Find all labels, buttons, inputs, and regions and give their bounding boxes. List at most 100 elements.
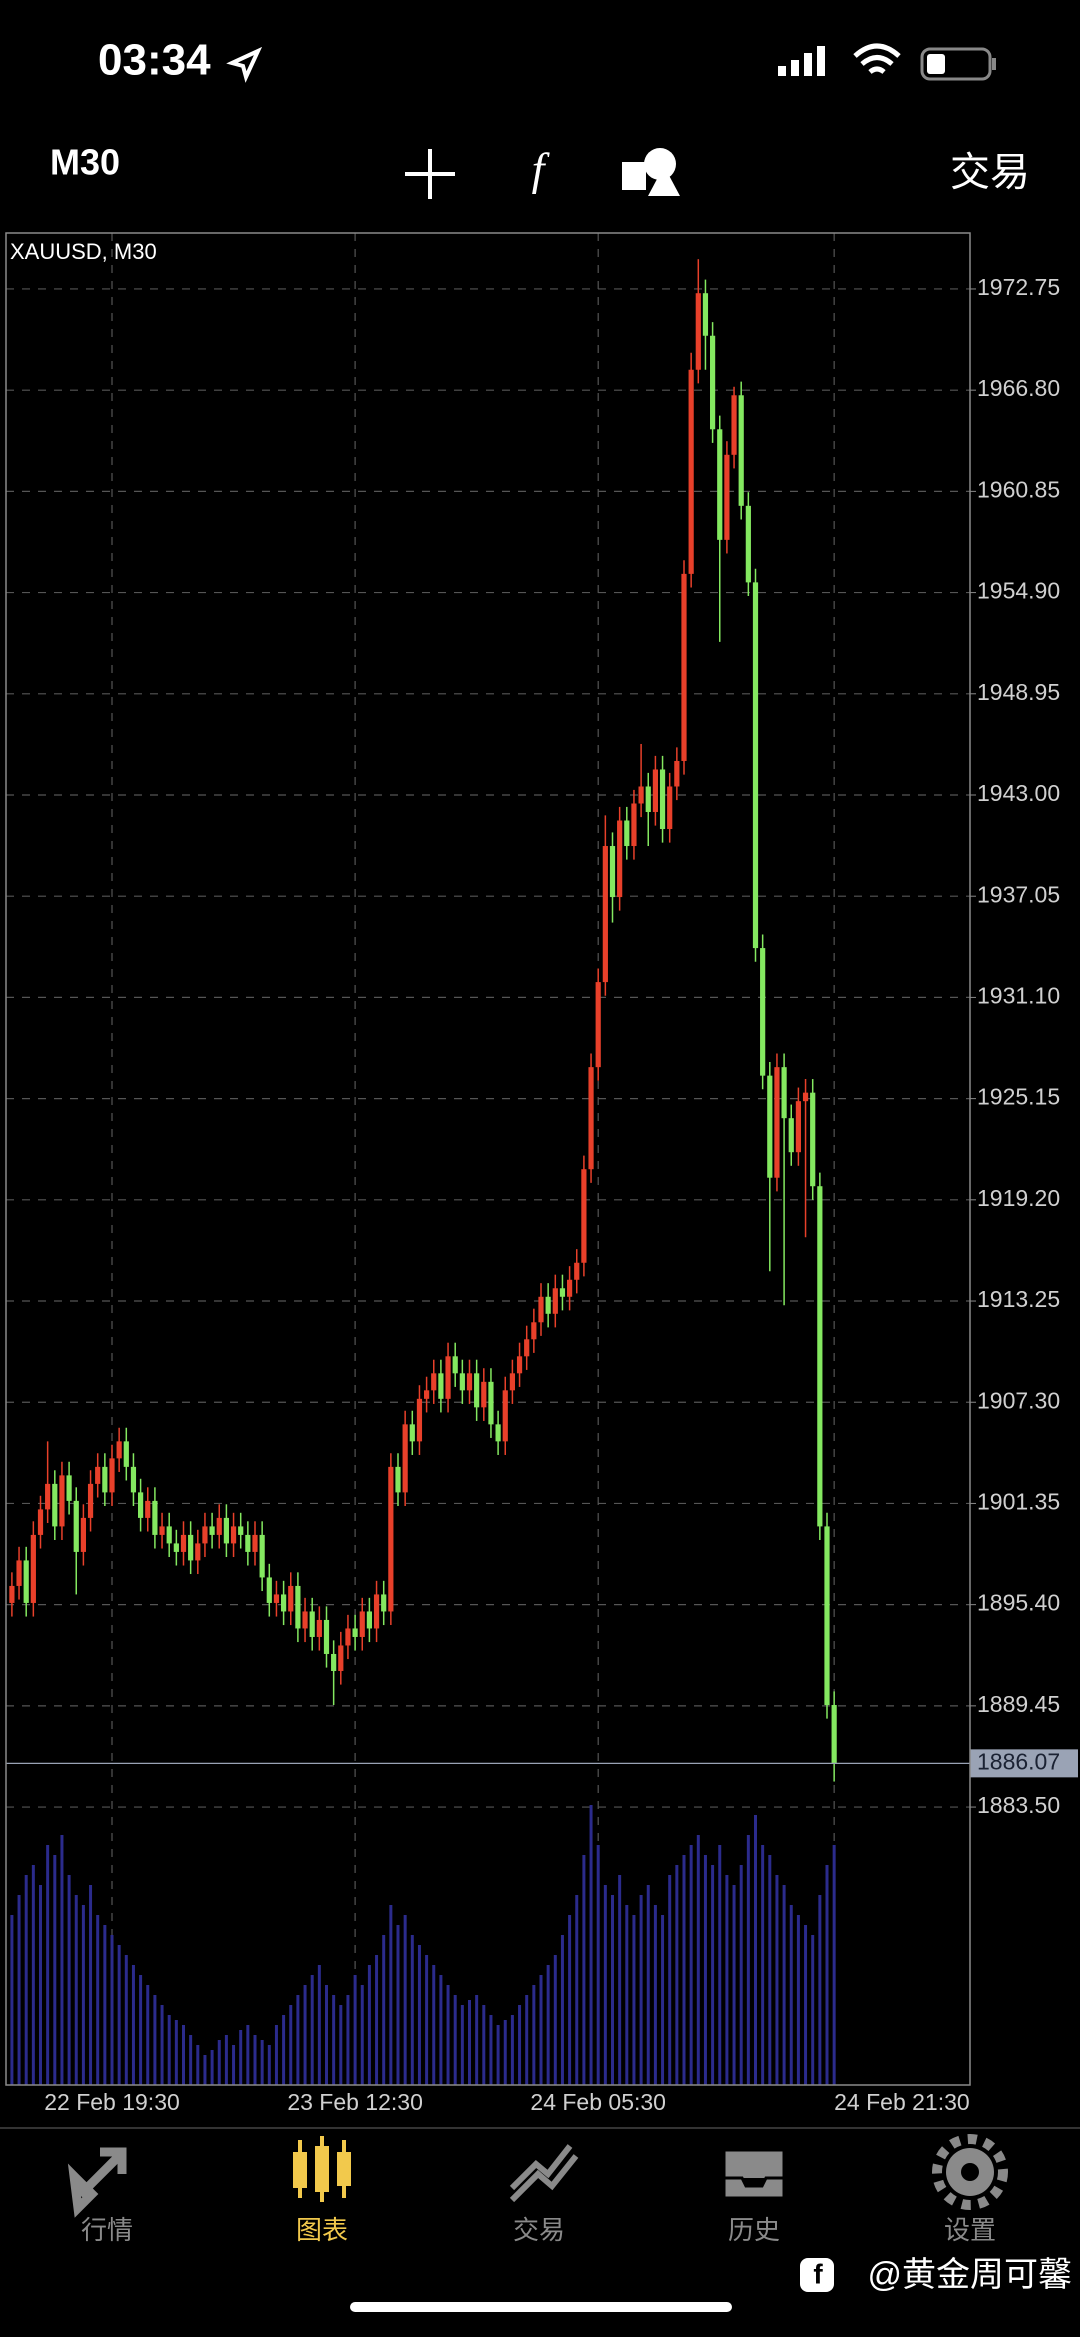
volume-bar bbox=[153, 1995, 157, 2085]
candle-body bbox=[445, 1356, 451, 1399]
tab-label[interactable]: 历史 bbox=[728, 2215, 780, 2245]
candle-body bbox=[252, 1534, 258, 1552]
candle-body bbox=[488, 1381, 494, 1425]
volume-bar bbox=[518, 2005, 522, 2085]
candle-body bbox=[459, 1373, 465, 1391]
candle-body bbox=[760, 948, 766, 1076]
volume-bar bbox=[253, 2035, 257, 2085]
volume-bar bbox=[217, 2040, 221, 2085]
candle-body bbox=[645, 786, 651, 813]
candle-body bbox=[245, 1534, 251, 1552]
volume-bar bbox=[182, 2025, 185, 2085]
volume-bar bbox=[203, 2055, 207, 2085]
y-tick-label: 1889.45 bbox=[977, 1691, 1060, 1717]
candle-body bbox=[138, 1492, 144, 1518]
volume-bar bbox=[625, 1905, 629, 2085]
tab-label[interactable]: 交易 bbox=[513, 2215, 565, 2245]
last-price-label: 1886.07 bbox=[977, 1748, 1060, 1774]
volume-bar bbox=[739, 1865, 743, 2085]
volume-bar bbox=[832, 1845, 836, 2085]
candle-body bbox=[717, 429, 723, 540]
chart-title: XAUUSD, M30 bbox=[10, 239, 157, 264]
candle-body bbox=[302, 1611, 308, 1629]
candle-body bbox=[524, 1339, 530, 1357]
candle-body bbox=[52, 1483, 58, 1527]
volume-bar bbox=[682, 1855, 686, 2085]
volume-bar bbox=[124, 1955, 128, 2085]
objects-button[interactable] bbox=[622, 148, 680, 196]
volume-bar bbox=[375, 1955, 379, 2085]
candle-body bbox=[66, 1475, 72, 1501]
volume-bar bbox=[611, 1895, 614, 2085]
chart: 1972.75 1966.80 1960.85 1954.90 1948.95 1943.… bbox=[6, 233, 1078, 2115]
candle-body bbox=[238, 1526, 244, 1535]
volume-bar bbox=[210, 2050, 214, 2085]
volume-bar bbox=[503, 2020, 507, 2085]
volume-bar bbox=[711, 1865, 715, 2085]
candle-body bbox=[381, 1594, 387, 1612]
candle-body bbox=[502, 1390, 508, 1442]
volume-bar bbox=[632, 1915, 636, 2085]
candle-body bbox=[567, 1279, 573, 1297]
volume-bar bbox=[396, 1925, 400, 2085]
candle-body bbox=[452, 1356, 458, 1374]
candle-body bbox=[173, 1543, 179, 1552]
volume-bar bbox=[439, 1975, 443, 2085]
candle-body bbox=[316, 1619, 322, 1637]
candle-body bbox=[281, 1594, 287, 1612]
volume-bar bbox=[496, 2025, 500, 2085]
volume-bar bbox=[532, 1985, 536, 2085]
volume-bar bbox=[131, 1965, 135, 2085]
volume-bar bbox=[811, 1935, 815, 2085]
volume-bar bbox=[53, 1855, 57, 2085]
candle-body bbox=[631, 803, 637, 847]
candle-body bbox=[559, 1288, 566, 1297]
volume-bar bbox=[560, 1935, 564, 2085]
candle-body bbox=[710, 335, 716, 430]
volume-bar bbox=[675, 1865, 679, 2085]
volume-bar bbox=[603, 1885, 607, 2085]
volume-bar bbox=[189, 2035, 193, 2085]
tab-label[interactable]: 图表 bbox=[296, 2215, 348, 2245]
candle-body bbox=[95, 1466, 101, 1484]
volume-bar bbox=[246, 2025, 250, 2085]
volume-bar bbox=[67, 1875, 71, 2085]
x-tick-label: 22 Feb 19:30 bbox=[44, 2089, 180, 2115]
tab-icons bbox=[67, 2134, 1008, 2218]
volume-bar bbox=[325, 1985, 328, 2085]
candle-body bbox=[509, 1373, 515, 1391]
candle-body bbox=[781, 1067, 787, 1119]
volume-bar bbox=[274, 2025, 278, 2085]
candle-body bbox=[309, 1611, 315, 1637]
trade-button[interactable]: 交易 bbox=[950, 151, 1030, 195]
volume-bar bbox=[382, 1935, 386, 2085]
timeframe-button[interactable]: M30 bbox=[50, 142, 120, 183]
candle-body bbox=[617, 820, 623, 898]
volume-bar bbox=[282, 2015, 286, 2085]
y-tick-label: 1966.80 bbox=[977, 375, 1060, 401]
candle-body bbox=[474, 1373, 480, 1408]
tab-label[interactable]: 设置 bbox=[944, 2215, 996, 2245]
candle-body bbox=[259, 1534, 265, 1578]
volume-bar bbox=[389, 1905, 393, 2085]
volume-bar bbox=[754, 1815, 757, 2085]
candle-body bbox=[266, 1577, 272, 1603]
candle-body bbox=[123, 1441, 129, 1467]
volume-bar bbox=[46, 1845, 50, 2085]
volume-bar bbox=[174, 2020, 178, 2085]
tab-bar: 行情 图表 交易 历史 设置 bbox=[81, 2215, 996, 2245]
volume-bar bbox=[553, 1955, 557, 2085]
candle-body bbox=[116, 1441, 122, 1459]
volume-bar bbox=[81, 1905, 85, 2085]
volume-bar bbox=[546, 1965, 550, 2085]
volume-bar bbox=[746, 1835, 750, 2085]
tab-label[interactable]: 行情 bbox=[81, 2215, 133, 2245]
candle-body bbox=[16, 1560, 22, 1586]
crosshair-button[interactable] bbox=[405, 149, 455, 199]
candle-body bbox=[352, 1628, 358, 1637]
volume-bar bbox=[768, 1855, 772, 2085]
candle-body bbox=[331, 1653, 337, 1671]
volume-bar bbox=[103, 1925, 107, 2085]
candle-body bbox=[202, 1526, 208, 1544]
